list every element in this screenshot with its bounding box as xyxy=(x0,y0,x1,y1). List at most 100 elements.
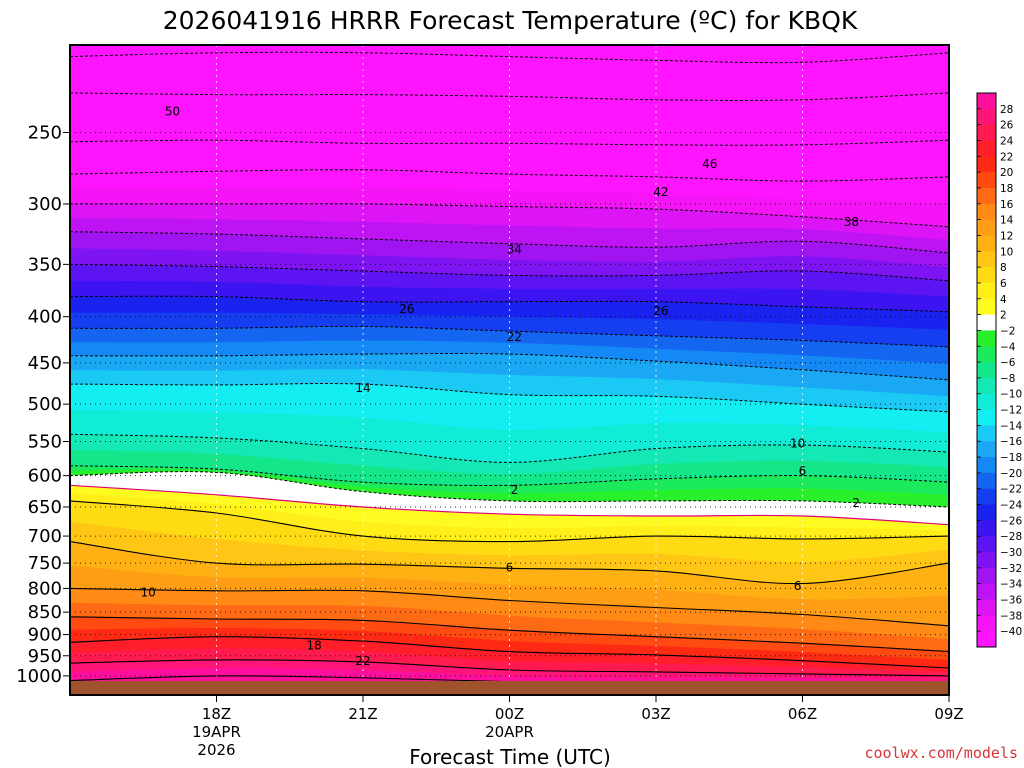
contour-label: 2 xyxy=(511,483,519,497)
y-tick-label: 400 xyxy=(28,307,62,328)
colorbar-swatch xyxy=(977,631,996,648)
colorbar-swatch xyxy=(977,441,996,458)
contour-label: 6 xyxy=(794,579,802,593)
y-tick-label: 300 xyxy=(28,194,62,215)
colorbar-label: 14 xyxy=(1000,215,1014,227)
isotherm-contours xyxy=(70,51,949,687)
isotherm-line xyxy=(70,325,949,348)
y-axis: 2503003504004505005506006507007508008509… xyxy=(16,122,70,687)
colorbar-label: 18 xyxy=(1000,183,1013,195)
x-tick-label: 06Z xyxy=(788,705,817,723)
colorbar-label: 26 xyxy=(1000,120,1014,132)
x-tick-date: 20APR xyxy=(485,723,534,741)
isotherm-line xyxy=(70,263,949,282)
colorbar-label: −10 xyxy=(1000,389,1022,401)
colorbar-label: 6 xyxy=(1000,278,1007,290)
contour-label: 26 xyxy=(399,302,414,316)
isotherm-line xyxy=(70,587,949,627)
isotherm-line xyxy=(70,500,949,543)
isotherm-line xyxy=(70,295,949,313)
colorbar-label: −20 xyxy=(1000,468,1022,480)
colorbar-frame xyxy=(976,92,997,648)
colorbar-label: −36 xyxy=(1000,595,1022,607)
contour-label: 50 xyxy=(165,105,180,119)
isotherm-line xyxy=(70,139,949,146)
colorbar-legend: 28 26 24 22 20 18 16 14 12 10 8 6 4 2 −2 −4 −6 −8 −10 −12 −1… xyxy=(976,92,1022,648)
contour-label: 22 xyxy=(355,654,370,668)
colorbar-label: −26 xyxy=(1000,515,1022,527)
colorbar-label: −28 xyxy=(1000,531,1022,543)
y-tick-label: 850 xyxy=(28,602,62,623)
x-tick-label: 18Z xyxy=(202,705,231,723)
colorbar-swatch xyxy=(977,330,996,347)
colorbar-swatch xyxy=(977,409,996,426)
colorbar-label: 16 xyxy=(1000,199,1014,211)
isotherm-line xyxy=(70,203,949,228)
colorbar-swatch xyxy=(977,472,996,490)
colorbar-swatch xyxy=(977,187,996,205)
y-tick-label: 250 xyxy=(28,122,62,143)
colorbar-label: 22 xyxy=(1000,151,1013,163)
colorbar-label: −18 xyxy=(1000,452,1022,464)
colorbar-label: 24 xyxy=(1000,135,1014,147)
colorbar-swatch xyxy=(977,219,996,236)
colorbar-swatch xyxy=(977,536,996,553)
colorbar-label: 8 xyxy=(1000,262,1007,274)
x-tick-year: 2026 xyxy=(197,741,235,759)
colorbar-swatch xyxy=(977,425,996,442)
colorbar-label: −24 xyxy=(1000,500,1022,512)
colorbar-swatch xyxy=(977,267,996,284)
colorbar-swatch xyxy=(977,346,996,363)
ground-strip xyxy=(70,681,949,695)
isotherm-line xyxy=(70,541,949,585)
colorbar-swatch xyxy=(977,235,996,252)
colorbar-label: 20 xyxy=(1000,167,1013,179)
y-tick-label: 650 xyxy=(28,497,62,518)
isotherm-line xyxy=(70,51,949,64)
isotherm-line xyxy=(70,659,949,677)
colorbar-swatch xyxy=(977,172,996,189)
y-tick-label: 500 xyxy=(28,394,62,415)
colorbar-swatch xyxy=(977,393,996,410)
x-tick-label: 03Z xyxy=(641,705,670,723)
contour-label: 34 xyxy=(507,243,522,257)
colorbar-label: −6 xyxy=(1000,357,1016,369)
colorbar-label: −12 xyxy=(1000,405,1022,417)
colorbar-label: −34 xyxy=(1000,579,1022,591)
isotherm-line xyxy=(70,433,949,463)
colorbar-label: −16 xyxy=(1000,436,1022,448)
y-tick-label: 1000 xyxy=(16,666,62,687)
x-tick-label: 00Z xyxy=(495,705,524,723)
y-tick-label: 350 xyxy=(28,254,62,275)
colorbar-label: −4 xyxy=(1000,341,1016,353)
contour-label: 22 xyxy=(507,330,522,344)
colorbar-label: −32 xyxy=(1000,563,1022,575)
colorbar-swatch xyxy=(977,583,996,600)
x-axis-label: Forecast Time (UTC) xyxy=(409,745,611,768)
colorbar-swatch xyxy=(977,298,996,315)
colorbar-label: −8 xyxy=(1000,373,1015,385)
colorbar-label: 28 xyxy=(1000,104,1013,116)
colorbar-label: −22 xyxy=(1000,484,1022,496)
contour-label: 38 xyxy=(844,215,859,229)
plot-area xyxy=(70,45,949,695)
contour-label: 42 xyxy=(653,185,668,199)
colorbar-swatch xyxy=(977,124,996,141)
colorbar-swatch xyxy=(977,362,996,379)
contour-label: 2 xyxy=(852,496,860,510)
isotherm-line xyxy=(70,383,949,413)
colorbar-swatch xyxy=(977,282,996,300)
y-tick-label: 950 xyxy=(28,646,62,667)
colorbar-label: −2 xyxy=(1000,325,1015,337)
y-tick-label: 750 xyxy=(28,553,62,574)
isotherm-line xyxy=(70,169,949,182)
colorbar-label: −30 xyxy=(1000,547,1022,559)
colorbar-swatch xyxy=(977,552,996,569)
isotherm-line xyxy=(70,352,949,381)
contour-label: 18 xyxy=(307,638,322,652)
y-tick-label: 800 xyxy=(28,578,62,599)
colorbar-label: 2 xyxy=(1000,310,1007,322)
colorbar-label: 12 xyxy=(1000,230,1013,242)
